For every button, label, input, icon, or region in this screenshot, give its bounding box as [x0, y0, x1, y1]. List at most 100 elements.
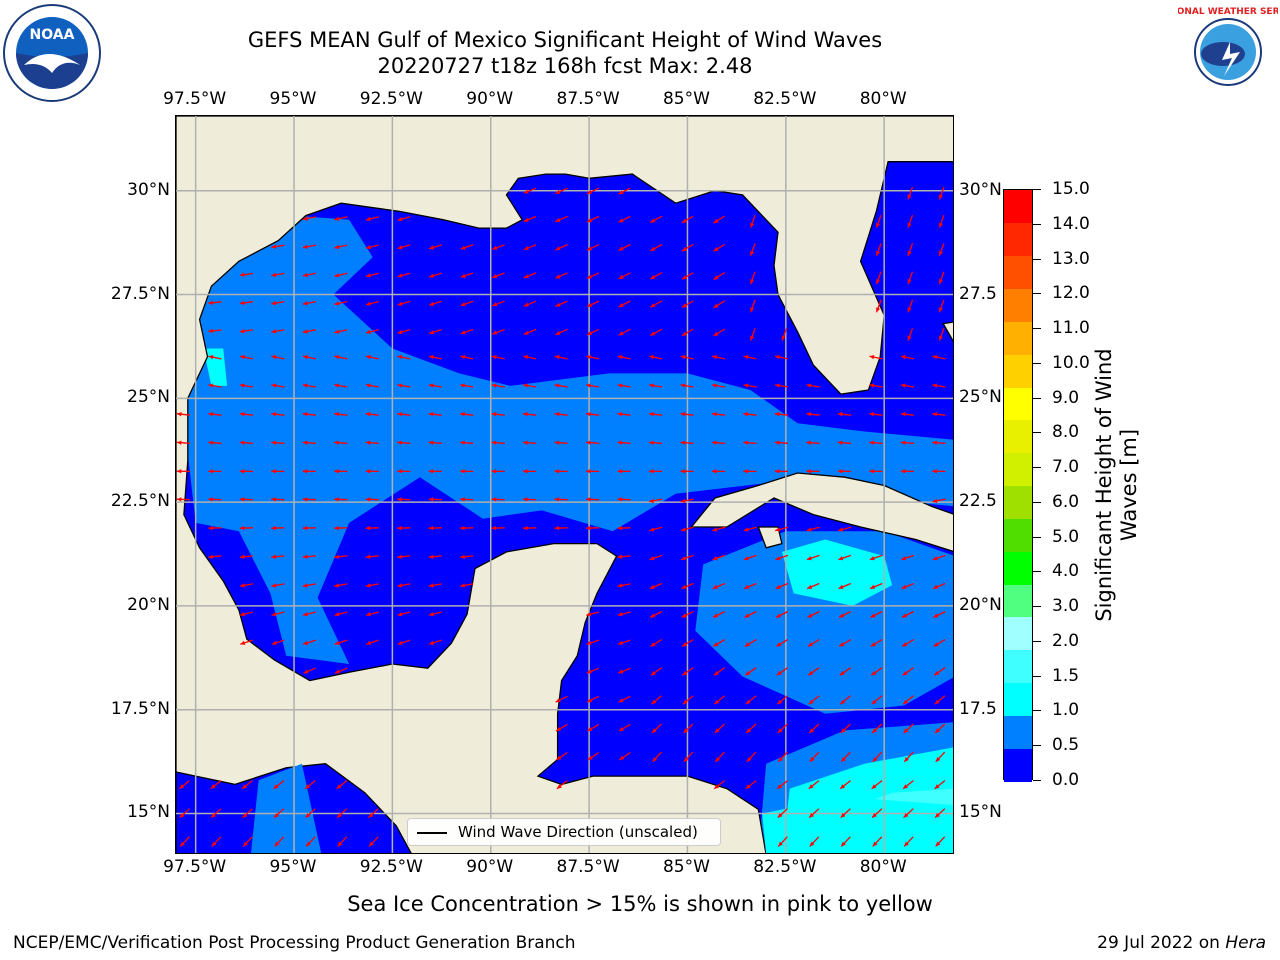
- colorbar-tick-mark: [1033, 258, 1041, 260]
- wave-direction-arrowhead: [932, 469, 937, 474]
- wave-direction-arrowhead: [938, 194, 943, 200]
- colorbar: [1003, 189, 1033, 782]
- wave-direction-arrowhead: [365, 525, 371, 531]
- wave-direction-arrowhead: [587, 189, 592, 194]
- wave-direction-arrowhead: [935, 813, 940, 818]
- wave-direction-arrowhead: [587, 755, 593, 760]
- wave-direction-arrowhead: [934, 671, 940, 676]
- wave-direction-arrowhead: [302, 412, 308, 417]
- wave-direction-arrowhead: [743, 355, 749, 360]
- wave-direction-arrowhead: [460, 497, 465, 502]
- wave-direction-arrowhead: [900, 469, 906, 474]
- wave-direction-arrowhead: [240, 355, 245, 360]
- wave-direction-arrowhead: [806, 412, 812, 417]
- wave-direction-arrowhead: [366, 245, 371, 250]
- wave-direction-arrowhead: [618, 669, 624, 674]
- colorbar-tick-label: 1.5: [1052, 665, 1080, 686]
- wave-direction-arrowhead: [777, 813, 783, 818]
- wave-direction-arrowhead: [649, 383, 654, 388]
- wave-direction-arrowhead: [271, 244, 277, 249]
- colorbar-tick-mark: [1033, 501, 1041, 503]
- wave-direction-arrowhead: [837, 440, 843, 445]
- wave-direction-arrowhead: [808, 671, 814, 676]
- wave-direction-arrowhead: [428, 355, 434, 360]
- wave-direction-arrowhead: [305, 784, 310, 789]
- wave-direction-arrowhead: [397, 355, 403, 360]
- wave-direction-arrowhead: [397, 640, 403, 645]
- lon-label-top: 90°W: [466, 89, 514, 109]
- wave-direction-arrowhead: [776, 642, 782, 647]
- wave-direction-arrowhead: [523, 497, 528, 502]
- wave-direction-arrowhead: [750, 279, 755, 285]
- wave-direction-arrowhead: [618, 190, 624, 195]
- wave-direction-arrowhead: [586, 355, 592, 360]
- wave-direction-arrowhead: [743, 556, 749, 561]
- wave-direction-arrowhead: [903, 699, 909, 705]
- lat-label-left: 30°N: [127, 179, 170, 200]
- wave-direction-arrowhead: [239, 300, 245, 305]
- wave-direction-arrowhead: [274, 813, 279, 818]
- lon-label-bottom: 92.5°W: [359, 857, 423, 877]
- wave-direction-arrowhead: [806, 527, 812, 532]
- wave-direction-arrowhead: [555, 330, 561, 335]
- wave-direction-arrowhead: [781, 335, 786, 341]
- colorbar-tick-label: 2.0: [1052, 630, 1080, 651]
- lon-label-top: 80°W: [859, 89, 907, 109]
- wave-direction-arrowhead: [713, 671, 719, 676]
- wave-direction-arrowhead: [713, 331, 719, 336]
- wave-direction-arrowhead: [586, 640, 592, 645]
- wave-direction-arrowhead: [714, 699, 720, 705]
- wave-direction-arrowhead: [650, 331, 656, 336]
- wave-direction-arrowhead: [429, 330, 435, 335]
- colorbar-tick-mark: [1033, 293, 1041, 295]
- wave-direction-arrowhead: [302, 554, 308, 559]
- wave-direction-arrowhead: [335, 669, 340, 674]
- wave-direction-arrowhead: [334, 440, 339, 445]
- wave-direction-arrowhead: [334, 216, 340, 221]
- wave-direction-arrowhead: [428, 383, 434, 388]
- wave-direction-arrowhead: [523, 217, 529, 222]
- colorbar-tick-mark: [1033, 606, 1041, 608]
- wave-direction-arrowhead: [869, 383, 875, 388]
- wave-direction-arrowhead: [302, 469, 308, 474]
- wave-direction-arrowhead: [901, 584, 907, 589]
- wave-direction-arrowhead: [491, 525, 497, 531]
- wave-direction-arrowhead: [839, 671, 845, 676]
- lon-label-bottom: 80°W: [859, 857, 907, 877]
- wave-direction-arrowhead: [934, 784, 940, 789]
- wave-direction-arrowhead: [840, 813, 846, 818]
- wave-direction-arrowhead: [368, 813, 374, 818]
- wave-direction-arrowhead: [680, 469, 685, 474]
- colorbar-tick-label: 1.0: [1052, 700, 1080, 721]
- wave-direction-arrowhead: [271, 329, 277, 334]
- wave-direction-arrowhead: [176, 440, 182, 445]
- colorbar-tick-label: 13.0: [1052, 248, 1090, 269]
- wave-direction-arrowhead: [271, 355, 277, 360]
- colorbar-tick-mark: [1033, 536, 1041, 538]
- wave-direction-arrowhead: [523, 330, 529, 335]
- wave-direction-arrowhead: [681, 218, 687, 223]
- wave-direction-arrowhead: [180, 841, 185, 847]
- wave-direction-arrowhead: [366, 612, 371, 617]
- wave-direction-arrowhead: [649, 556, 655, 561]
- colorbar-segment: [1004, 551, 1032, 585]
- wave-direction-arrowhead: [744, 613, 750, 618]
- wave-direction-arrowhead: [302, 244, 308, 249]
- wave-direction-arrowhead: [933, 613, 939, 618]
- colorbar-tick-label: 14.0: [1052, 213, 1090, 234]
- wave-direction-arrowhead: [807, 584, 813, 589]
- wave-direction-arrowhead: [648, 469, 654, 474]
- wave-direction-arrowhead: [273, 784, 279, 789]
- colorbar-segment: [1004, 255, 1032, 290]
- wave-direction-arrowhead: [745, 784, 751, 789]
- wave-direction-arrowhead: [743, 412, 749, 417]
- wave-direction-arrowhead: [903, 813, 909, 818]
- wave-direction-arrowhead: [365, 469, 371, 474]
- wave-direction-arrowhead: [586, 469, 591, 474]
- wave-direction-arrowhead: [491, 497, 497, 502]
- wave-direction-arrowhead: [618, 303, 624, 307]
- wave-direction-arrowhead: [587, 331, 592, 335]
- wave-direction-arrowhead: [208, 469, 213, 474]
- lon-label-bottom: 95°W: [269, 857, 317, 877]
- colorbar-segment: [1004, 354, 1032, 388]
